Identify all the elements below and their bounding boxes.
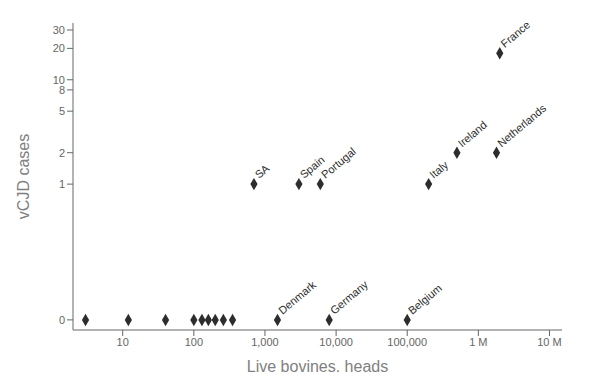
svg-text:5: 5 bbox=[59, 105, 65, 117]
svg-text:1 M: 1 M bbox=[469, 336, 487, 348]
svg-text:Portugal: Portugal bbox=[319, 145, 358, 181]
svg-text:2: 2 bbox=[59, 147, 65, 159]
svg-text:Netherlands: Netherlands bbox=[495, 102, 549, 150]
svg-text:1,000: 1,000 bbox=[251, 336, 279, 348]
svg-text:Spain: Spain bbox=[297, 153, 327, 181]
svg-text:100: 100 bbox=[185, 336, 203, 348]
svg-text:Denmark: Denmark bbox=[276, 278, 318, 316]
svg-text:SA: SA bbox=[253, 162, 272, 181]
svg-text:20: 20 bbox=[53, 42, 65, 54]
svg-text:30: 30 bbox=[53, 24, 65, 36]
svg-text:10,000: 10,000 bbox=[319, 336, 353, 348]
svg-text:10 M: 10 M bbox=[537, 336, 561, 348]
svg-text:10: 10 bbox=[53, 74, 65, 86]
svg-text:Germany: Germany bbox=[328, 278, 371, 317]
svg-text:1: 1 bbox=[59, 178, 65, 190]
svg-text:France: France bbox=[498, 23, 532, 50]
svg-text:Belgium: Belgium bbox=[406, 282, 444, 317]
svg-text:100,000: 100,000 bbox=[387, 336, 427, 348]
svg-text:10: 10 bbox=[117, 336, 129, 348]
svg-text:Italy: Italy bbox=[427, 158, 451, 180]
svg-text:Ireland: Ireland bbox=[456, 118, 489, 149]
svg-text:vCJD cases: vCJD cases bbox=[15, 134, 32, 219]
svg-text:0: 0 bbox=[59, 314, 65, 326]
svg-text:8: 8 bbox=[58, 83, 65, 96]
svg-text:Live bovines, heads: Live bovines, heads bbox=[247, 358, 388, 372]
